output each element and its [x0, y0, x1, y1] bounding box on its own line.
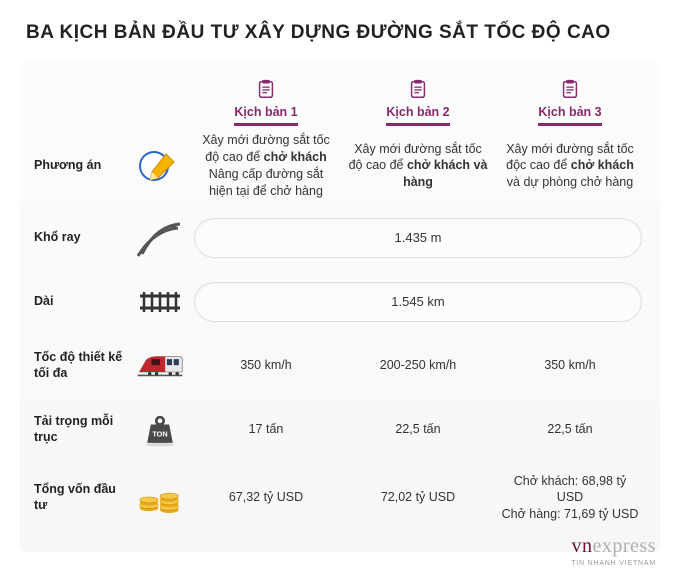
brand-express: express: [593, 535, 656, 557]
cell-tongvon-s3: Chở khách: 68,98 tỷ USDChở hàng: 71,69 t…: [494, 473, 646, 524]
scenario-3-header: Kịch bản 3: [494, 78, 646, 126]
coins-icon: [136, 479, 184, 517]
pill-dai: 1.545 km: [194, 282, 642, 322]
scenario-3-label: Kịch bản 3: [538, 104, 601, 126]
icon-cell-tongvon: [130, 478, 190, 518]
curved-track-icon: [136, 218, 184, 258]
cell-phuongan-s3: Xây mới đường sắt tốc độc cao để chở khá…: [494, 141, 646, 192]
cell-taitrong-s3: 22,5 tấn: [494, 421, 646, 438]
brand-logo: vnexpress: [572, 535, 656, 558]
cell-phuongan-s2: Xây mới đường sắt tốc độ cao để chở khác…: [342, 141, 494, 192]
cell-tocdo-s3: 350 km/h: [494, 357, 646, 374]
row-tongvon: Tổng vốn đầu tư 67,32 tỷ USD 72,02 tỷ US: [34, 462, 646, 534]
label-tocdo: Tốc độ thiết kế tối đa: [34, 350, 130, 381]
train-icon: [136, 349, 184, 383]
cell-tongvon-s2: 72,02 tỷ USD: [342, 489, 494, 506]
label-taitrong: Tải trọng mỗi trục: [34, 414, 130, 445]
icon-cell-taitrong: TON: [130, 410, 190, 450]
clipboard-icon: [407, 78, 429, 100]
table-header-row: Kịch bản 1 Kịch bản 2: [34, 78, 646, 126]
clipboard-icon: [255, 78, 277, 100]
cell-tocdo-s1: 350 km/h: [190, 357, 342, 374]
label-khoray: Khổ ray: [34, 230, 130, 246]
weight-icon: TON: [138, 411, 182, 449]
label-tongvon: Tổng vốn đầu tư: [34, 482, 130, 513]
brand-vn: vn: [572, 535, 593, 557]
row-tocdo: Tốc độ thiết kế tối đa 350 km/h 200-250: [34, 334, 646, 398]
label-phuongan: Phương án: [34, 158, 130, 174]
footer-brand: vnexpress TIN NHANH VIETNAM: [571, 535, 656, 567]
scenario-1-label: Kịch bản 1: [234, 104, 297, 126]
icon-cell-tocdo: [130, 346, 190, 386]
row-dai: Dài 1.545 km: [34, 270, 646, 334]
icon-cell-dai: [130, 282, 190, 322]
icon-cell-phuongan: [130, 146, 190, 186]
scenario-2-label: Kịch bản 2: [386, 104, 449, 126]
page-title: BA KỊCH BẢN ĐẦU TƯ XÂY DỰNG ĐƯỜNG SẮT TỐ…: [0, 0, 680, 62]
scenario-1-header: Kịch bản 1: [190, 78, 342, 126]
row-phuongan: Phương án Xây mới đường sắt tốc độ cao đ…: [34, 126, 646, 206]
scenario-2-header: Kịch bản 2: [342, 78, 494, 126]
svg-text:TON: TON: [152, 429, 167, 438]
cell-tocdo-s2: 200-250 km/h: [342, 357, 494, 374]
brand-tagline: TIN NHANH VIETNAM: [571, 560, 656, 567]
row-khoray: Khổ ray 1.435 m: [34, 206, 646, 270]
pencil-note-icon: [136, 146, 184, 186]
label-dai: Dài: [34, 294, 130, 310]
pill-khoray: 1.435 m: [194, 218, 642, 258]
cell-taitrong-s2: 22,5 tấn: [342, 421, 494, 438]
icon-cell-khoray: [130, 218, 190, 258]
clipboard-icon: [559, 78, 581, 100]
straight-track-icon: [136, 282, 184, 322]
comparison-table: Kịch bản 1 Kịch bản 2: [20, 62, 660, 552]
cell-phuongan-s1: Xây mới đường sắt tốc độ cao để chở khác…: [190, 132, 342, 200]
cell-taitrong-s1: 17 tấn: [190, 421, 342, 438]
cell-tongvon-s1: 67,32 tỷ USD: [190, 489, 342, 506]
row-taitrong: Tải trọng mỗi trục TON 17 tấn 22,5 tấn 2…: [34, 398, 646, 462]
